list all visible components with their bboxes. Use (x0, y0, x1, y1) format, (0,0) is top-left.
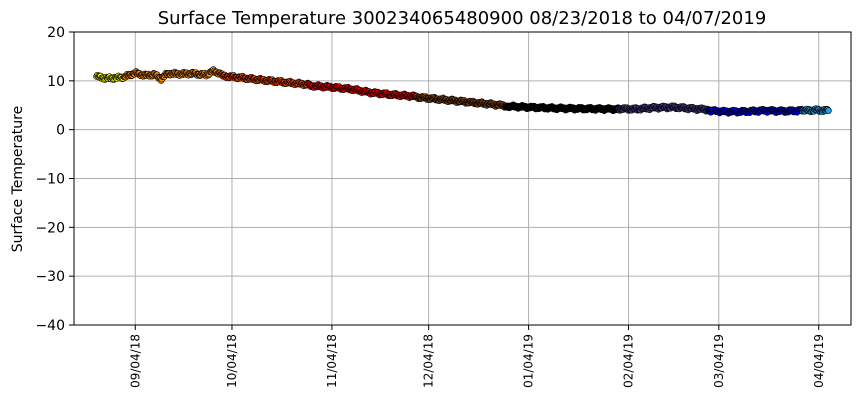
temperature-series (306, 80, 420, 101)
x-tick-label: 02/04/19 (622, 334, 636, 388)
temperature-series (412, 92, 510, 111)
temperature-series (122, 66, 226, 84)
x-tick-label: 11/04/18 (325, 334, 339, 388)
chart-title: Surface Temperature 300234065480900 08/2… (158, 8, 767, 29)
y-tick-label: 10 (47, 74, 65, 90)
x-tick-label: 09/04/18 (128, 334, 142, 388)
y-axis-label: Surface Temperature (10, 106, 26, 252)
temperature-series (705, 105, 806, 117)
y-tick-label: −30 (35, 269, 65, 285)
y-tick-label: 0 (56, 123, 65, 139)
temperature-series (615, 102, 713, 115)
x-tick-label: 01/04/19 (522, 334, 536, 388)
temperature-series (799, 105, 832, 116)
x-tick-label: 12/04/18 (422, 334, 436, 388)
grid-lines (74, 31, 851, 326)
y-tick-label: −20 (35, 220, 65, 236)
plot-series (93, 66, 832, 117)
temperature-series (502, 101, 623, 115)
x-axis: 09/04/18 10/04/18 11/04/18 12/04/18 01/04/19… (128, 325, 826, 388)
x-tick-label: 03/04/19 (712, 334, 726, 388)
temperature-series (219, 71, 313, 90)
data-point (825, 107, 832, 114)
y-tick-label: 20 (47, 25, 65, 41)
y-tick-label: −40 (35, 318, 65, 334)
y-axis: 20 10 0 −10 −20 −30 −40 (35, 25, 74, 334)
x-tick-label: 04/04/19 (812, 334, 826, 388)
y-tick-label: −10 (35, 172, 65, 188)
x-tick-label: 10/04/18 (225, 334, 239, 388)
